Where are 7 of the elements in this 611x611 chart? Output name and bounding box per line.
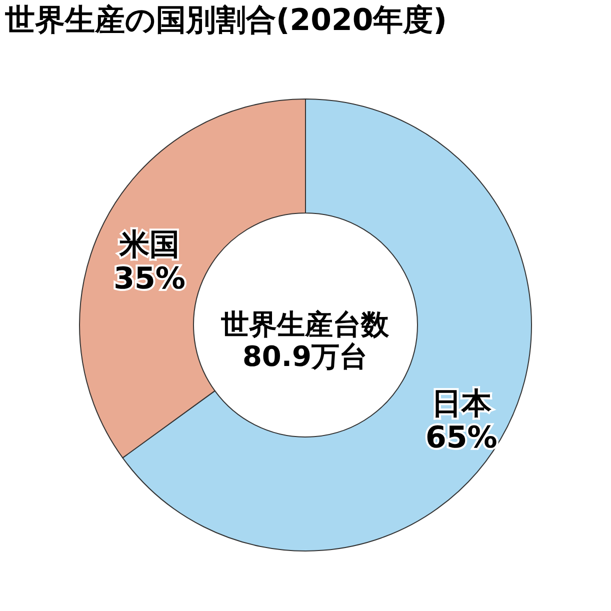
data-label: 65% [426,420,498,456]
text: 世界生産台数 [220,308,390,341]
chart-title: 世界生産の国別割合(2020年度) [4,3,447,38]
slice-label: 米国 [118,228,180,263]
data-label: 35% [114,262,186,297]
slice-label: 日本 [431,386,492,422]
text: 80.9万台 [242,340,368,373]
